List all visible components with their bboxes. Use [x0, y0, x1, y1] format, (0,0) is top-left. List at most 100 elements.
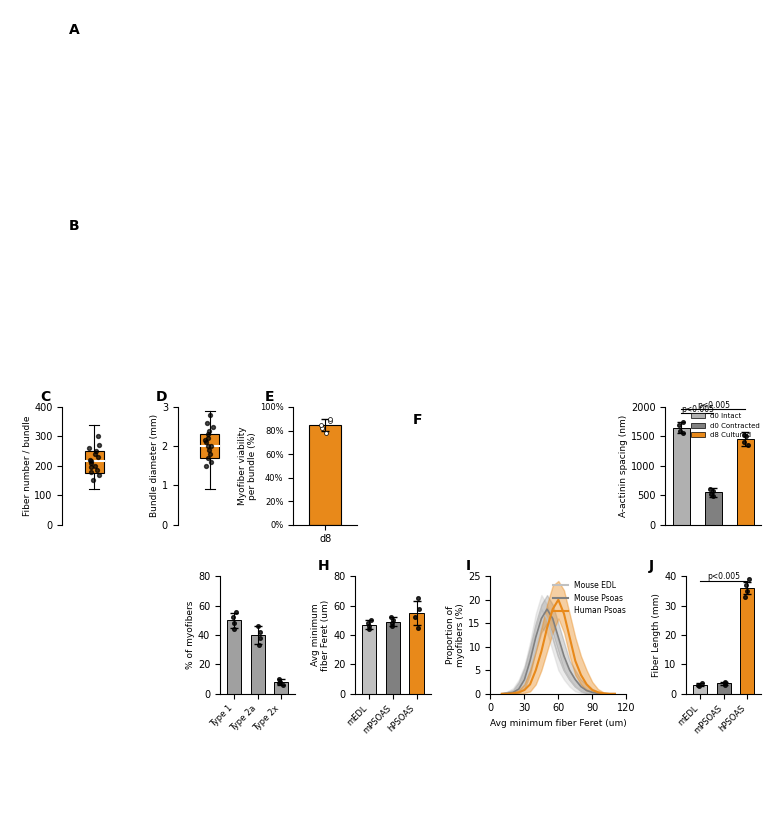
Y-axis label: Myofiber viability
per bundle (%): Myofiber viability per bundle (%): [238, 427, 257, 505]
Point: [90, 464, 103, 477]
Point: [315, 418, 327, 431]
Y-axis label: Proportion of
myofibers (%): Proportion of myofibers (%): [446, 603, 465, 667]
Point: [230, 605, 242, 618]
Point: [719, 676, 731, 689]
Text: G: G: [64, 582, 75, 596]
Point: [385, 617, 398, 630]
Point: [412, 621, 424, 634]
Bar: [200, 435, 219, 458]
Point: [83, 453, 96, 466]
Text: D: D: [155, 390, 167, 404]
Point: [408, 610, 420, 624]
Point: [85, 465, 97, 478]
Point: [253, 632, 266, 645]
Point: [412, 592, 424, 605]
Point: [202, 428, 214, 441]
Point: [739, 579, 751, 592]
X-axis label: Avg minimum fiber Feret (um): Avg minimum fiber Feret (um): [490, 719, 627, 728]
Point: [200, 435, 212, 449]
Point: [203, 424, 215, 437]
Point: [200, 416, 213, 429]
Point: [674, 424, 686, 437]
Bar: [705, 492, 723, 524]
Point: [695, 677, 708, 690]
Y-axis label: Fiber Length (mm): Fiber Length (mm): [652, 593, 661, 677]
Point: [85, 457, 97, 470]
Point: [364, 614, 377, 627]
Point: [252, 619, 264, 632]
Point: [277, 678, 290, 691]
Point: [92, 430, 104, 443]
Point: [228, 623, 240, 636]
Point: [320, 427, 333, 440]
Point: [274, 676, 286, 689]
Point: [387, 614, 399, 627]
Text: Human Psoas: Human Psoas: [72, 582, 133, 591]
Point: [203, 444, 215, 457]
Point: [207, 420, 219, 433]
Bar: [251, 635, 265, 694]
Y-axis label: Bundle diameter (mm): Bundle diameter (mm): [150, 414, 159, 518]
Text: I: I: [466, 559, 471, 573]
Point: [85, 455, 97, 468]
Point: [740, 430, 753, 443]
Bar: [362, 624, 377, 694]
Point: [323, 414, 336, 427]
Point: [201, 440, 214, 453]
Point: [673, 418, 685, 431]
Bar: [409, 613, 423, 694]
Point: [363, 619, 375, 632]
Text: J: J: [648, 559, 653, 573]
Legend: Mouse EDL, Mouse Psoas, Human Psoas: Mouse EDL, Mouse Psoas, Human Psoas: [550, 578, 629, 619]
Point: [85, 461, 97, 474]
Bar: [85, 451, 104, 473]
Point: [204, 440, 217, 453]
Point: [201, 452, 214, 465]
Point: [737, 435, 750, 449]
Point: [90, 444, 103, 457]
Point: [200, 459, 213, 472]
Y-axis label: Fiber number / bundle: Fiber number / bundle: [23, 415, 31, 516]
Text: B: B: [69, 219, 80, 233]
Text: H: H: [318, 559, 329, 573]
Bar: [274, 682, 288, 694]
Point: [678, 427, 690, 440]
Point: [315, 422, 328, 435]
Point: [204, 455, 217, 468]
Text: F: F: [413, 413, 422, 427]
Point: [707, 484, 720, 497]
Point: [692, 680, 705, 693]
Legend: d0 Intact, d0 Contracted, d8 Cultured: d0 Intact, d0 Contracted, d8 Cultured: [688, 410, 763, 441]
Bar: [693, 685, 707, 694]
Point: [705, 488, 717, 501]
Y-axis label: % of myofibers: % of myofibers: [186, 601, 195, 669]
Bar: [673, 427, 690, 524]
Point: [199, 434, 211, 447]
Text: p<0.005: p<0.005: [707, 572, 740, 581]
Point: [274, 677, 286, 690]
Bar: [716, 684, 731, 694]
Text: E: E: [264, 390, 274, 404]
Point: [228, 617, 241, 630]
Bar: [740, 588, 754, 694]
Point: [89, 459, 101, 472]
Point: [742, 439, 754, 452]
Point: [719, 678, 731, 691]
Point: [204, 448, 216, 461]
Point: [273, 672, 285, 685]
Point: [89, 448, 102, 461]
Point: [385, 610, 398, 624]
Point: [413, 602, 425, 615]
Y-axis label: A-actinin spacing (nm): A-actinin spacing (nm): [619, 414, 629, 517]
Bar: [737, 440, 754, 524]
Text: p<0.005: p<0.005: [697, 400, 730, 409]
Point: [83, 442, 96, 455]
Point: [677, 415, 689, 428]
Point: [92, 450, 104, 463]
Point: [92, 468, 105, 481]
Point: [739, 590, 751, 603]
Bar: [309, 425, 341, 524]
Point: [204, 409, 216, 422]
Point: [707, 490, 720, 503]
Text: p<0.005: p<0.005: [681, 405, 714, 414]
